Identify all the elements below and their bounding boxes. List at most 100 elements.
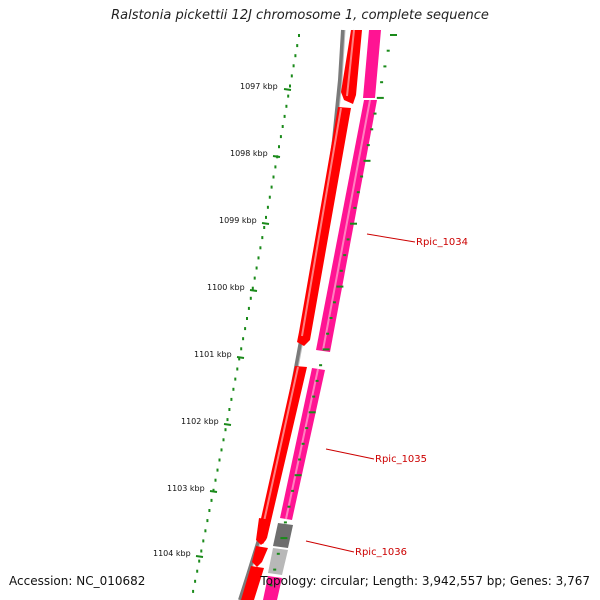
gene-leader-line bbox=[305, 540, 355, 553]
ruler-dot bbox=[287, 94, 290, 98]
track-tick bbox=[280, 537, 288, 540]
gene-bar-rpic-1033 bbox=[363, 30, 381, 98]
ruler-dot bbox=[259, 246, 262, 250]
ruler-tick bbox=[261, 222, 270, 225]
topology-summary: Topology: circular; Length: 3,942,557 bp… bbox=[260, 574, 590, 588]
track-tick bbox=[329, 317, 333, 319]
ruler-dot bbox=[200, 549, 203, 553]
ruler-dot bbox=[224, 428, 227, 432]
ruler-dot bbox=[208, 509, 211, 512]
track-tick bbox=[301, 442, 305, 445]
ruler-dot bbox=[234, 377, 237, 381]
gene-track bbox=[263, 30, 381, 600]
track-tick bbox=[363, 159, 371, 162]
ruler-dot bbox=[285, 104, 288, 108]
track-tick bbox=[291, 489, 295, 492]
ruler-dot bbox=[204, 529, 207, 533]
track-tick bbox=[322, 348, 330, 351]
ruler-dot bbox=[214, 478, 217, 482]
gene-bar-rpic-1036 bbox=[273, 523, 293, 548]
ruler-dot bbox=[283, 114, 286, 118]
ruler-dot bbox=[202, 539, 205, 543]
track-tick bbox=[283, 521, 287, 524]
track-tick bbox=[305, 427, 309, 430]
track-tick bbox=[319, 364, 323, 367]
ruler-dot bbox=[242, 337, 245, 341]
ruler-dot bbox=[270, 185, 273, 189]
ruler-dot bbox=[212, 488, 215, 492]
track-tick bbox=[373, 112, 377, 115]
track-tick bbox=[276, 552, 280, 555]
track-tick bbox=[336, 285, 344, 288]
ruler-dot bbox=[268, 195, 271, 199]
track-tick bbox=[273, 568, 277, 571]
tick-label-1103: 1103 kbp bbox=[167, 484, 205, 493]
ruler-tick bbox=[223, 423, 232, 426]
ruler: 1097 kbp 1098 kbp 1099 kbp 1100 kbp 1101… bbox=[153, 82, 292, 558]
ruler-dot bbox=[240, 347, 243, 351]
ruler-dot bbox=[210, 498, 213, 502]
ruler-dot bbox=[228, 408, 231, 411]
track-tick bbox=[294, 474, 302, 477]
track-tick bbox=[312, 395, 316, 398]
cds-arrow bbox=[252, 546, 268, 567]
ruler-dot bbox=[257, 256, 260, 260]
ruler-dot bbox=[236, 367, 239, 371]
gene-track-ticks bbox=[269, 34, 397, 587]
tick-label-1102: 1102 kbp bbox=[181, 417, 219, 426]
ruler-dot bbox=[198, 559, 201, 563]
gene-label-rpic-1034[interactable]: Rpic_1034 bbox=[416, 237, 468, 248]
track-tick bbox=[346, 238, 350, 241]
track-tick bbox=[360, 175, 364, 178]
ruler-tick bbox=[236, 356, 245, 359]
gene-leader-line bbox=[366, 233, 416, 243]
ruler-dots bbox=[192, 34, 300, 593]
map-title: Ralstonia pickettii 12J chromosome 1, co… bbox=[111, 8, 489, 23]
ruler-dot bbox=[298, 34, 300, 37]
cds-track bbox=[241, 29, 362, 600]
gene-label-rpic-1035[interactable]: Rpic_1035 bbox=[375, 454, 427, 465]
ruler-dot bbox=[220, 448, 223, 452]
track-tick bbox=[339, 269, 343, 272]
ruler-dot bbox=[265, 215, 267, 219]
ruler-dot bbox=[290, 74, 293, 78]
ruler-dot bbox=[274, 165, 277, 169]
gene-leader-line bbox=[325, 448, 375, 460]
cds-arrow bbox=[256, 518, 271, 545]
ruler-dot bbox=[294, 54, 297, 58]
track-tick bbox=[343, 254, 347, 257]
ruler-dot bbox=[296, 44, 299, 48]
ruler-dot bbox=[196, 569, 199, 573]
ruler-tick bbox=[283, 88, 292, 91]
ruler-dot bbox=[206, 519, 209, 523]
ruler-dot bbox=[292, 64, 295, 68]
ruler-dot bbox=[279, 135, 282, 139]
ruler-dot bbox=[281, 125, 284, 128]
track-tick bbox=[366, 144, 370, 147]
ruler-dot bbox=[266, 205, 269, 209]
track-tick bbox=[315, 379, 319, 382]
ruler-dot bbox=[194, 579, 197, 583]
tick-label-1100: 1100 kbp bbox=[207, 283, 245, 292]
ruler-dot bbox=[246, 317, 248, 320]
ruler-dot bbox=[222, 438, 225, 442]
track-tick bbox=[326, 332, 330, 335]
track-tick bbox=[383, 65, 387, 68]
ruler-dot bbox=[253, 276, 256, 280]
ruler-dot bbox=[218, 458, 221, 462]
accession-text: Accession: NC_010682 bbox=[9, 574, 146, 588]
ruler-dot bbox=[238, 357, 241, 361]
tick-label-1098: 1098 kbp bbox=[230, 149, 268, 158]
tick-label-1101: 1101 kbp bbox=[194, 350, 232, 359]
ruler-tick bbox=[195, 555, 204, 558]
track-tick bbox=[353, 206, 357, 209]
gene-label-rpic-1036[interactable]: Rpic_1036 bbox=[355, 547, 407, 558]
tick-label-1104: 1104 kbp bbox=[153, 549, 191, 558]
ruler-dot bbox=[192, 589, 195, 593]
track-tick bbox=[370, 128, 374, 131]
gene-bar-next bbox=[263, 576, 282, 600]
ruler-dot bbox=[255, 266, 258, 270]
track-tick bbox=[350, 222, 357, 225]
